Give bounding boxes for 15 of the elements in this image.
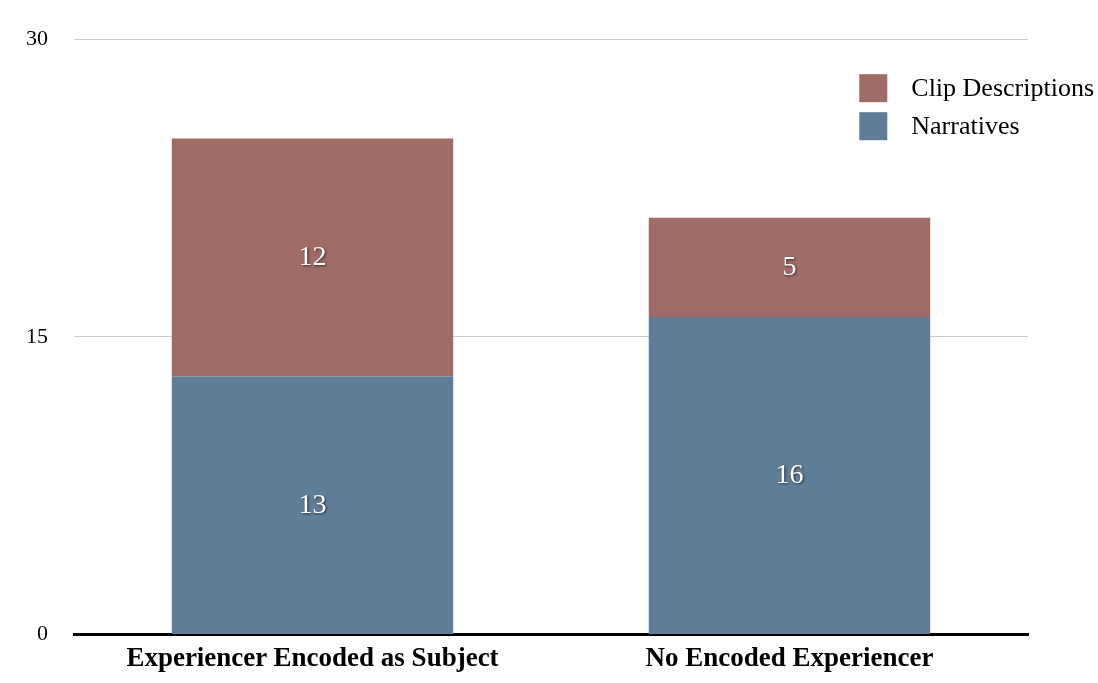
bar: [171, 376, 454, 635]
y-tick-label: 0: [37, 620, 48, 646]
x-tick-label: No Encoded Experiencer: [645, 641, 934, 672]
bar: [171, 138, 454, 377]
legend-label: Clip Descriptions: [911, 73, 1095, 103]
bar: [648, 317, 931, 635]
x-tick-label: Experiencer Encoded as Subject: [126, 641, 499, 672]
data-label: 12: [298, 239, 327, 271]
legend-label: Narratives: [911, 111, 1020, 141]
data-label: 5: [782, 249, 797, 281]
data-label: 16: [775, 457, 804, 489]
bar: [648, 217, 931, 318]
y-tick-label: 30: [26, 24, 48, 50]
data-label: 13: [298, 487, 327, 519]
y-tick-label: 15: [26, 322, 48, 348]
